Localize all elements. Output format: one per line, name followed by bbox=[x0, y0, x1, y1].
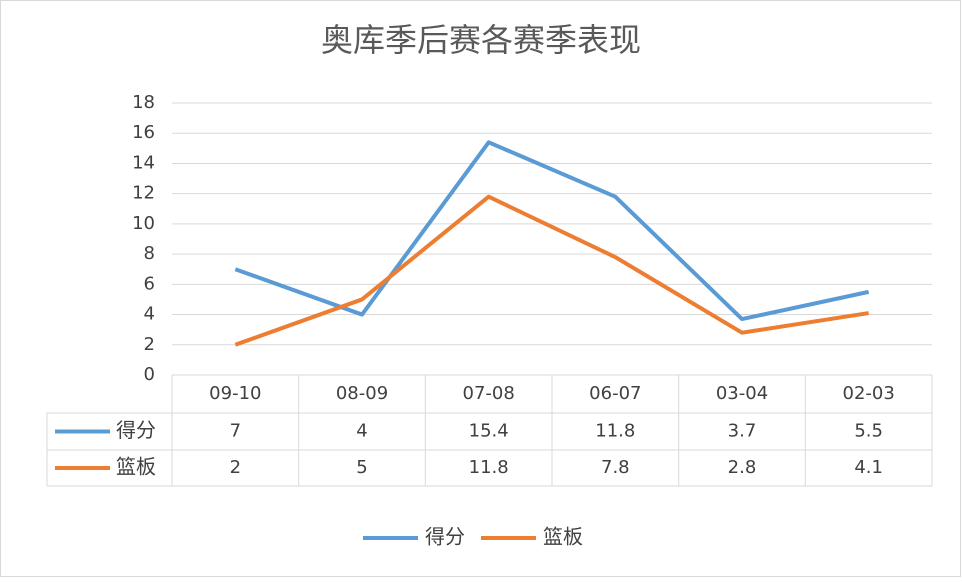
chart-title: 奥库季后赛各赛季表现 bbox=[321, 21, 641, 59]
table-cell: 7.8 bbox=[601, 457, 630, 478]
table-cell: 4.1 bbox=[854, 457, 883, 478]
y-tick-label: 6 bbox=[144, 273, 155, 294]
x-tick-label: 08-09 bbox=[336, 383, 388, 404]
table-cell: 4 bbox=[356, 421, 367, 442]
table-cell: 3.7 bbox=[728, 421, 757, 442]
y-tick-label: 4 bbox=[144, 304, 155, 325]
series-line bbox=[234, 194, 869, 347]
y-tick-label: 14 bbox=[132, 152, 155, 173]
y-tick-label: 0 bbox=[144, 364, 155, 385]
table-cell: 11.8 bbox=[469, 457, 509, 478]
table-cell: 5.5 bbox=[854, 421, 883, 442]
y-tick-label: 16 bbox=[132, 122, 155, 143]
y-tick-label: 18 bbox=[132, 92, 155, 113]
x-tick-label: 06-07 bbox=[589, 383, 641, 404]
x-tick-label: 02-03 bbox=[843, 383, 895, 404]
legend-label: 得分 bbox=[425, 525, 465, 549]
table-cell: 15.4 bbox=[469, 421, 509, 442]
y-tick-label: 8 bbox=[144, 243, 155, 264]
y-tick-label: 2 bbox=[144, 334, 155, 355]
table-cell: 2 bbox=[230, 457, 241, 478]
table-cell: 5 bbox=[356, 457, 367, 478]
table-cell: 2.8 bbox=[728, 457, 757, 478]
table-cell: 11.8 bbox=[595, 421, 635, 442]
x-tick-label: 03-04 bbox=[716, 383, 768, 404]
y-tick-label: 12 bbox=[132, 183, 155, 204]
table-row-label: 得分 bbox=[116, 418, 156, 442]
x-tick-label: 09-10 bbox=[209, 383, 261, 404]
x-tick-label: 07-08 bbox=[463, 383, 515, 404]
y-tick-label: 10 bbox=[132, 213, 155, 234]
legend-label: 篮板 bbox=[543, 525, 583, 549]
table-row-label: 篮板 bbox=[116, 455, 156, 479]
table-cell: 7 bbox=[230, 421, 241, 442]
